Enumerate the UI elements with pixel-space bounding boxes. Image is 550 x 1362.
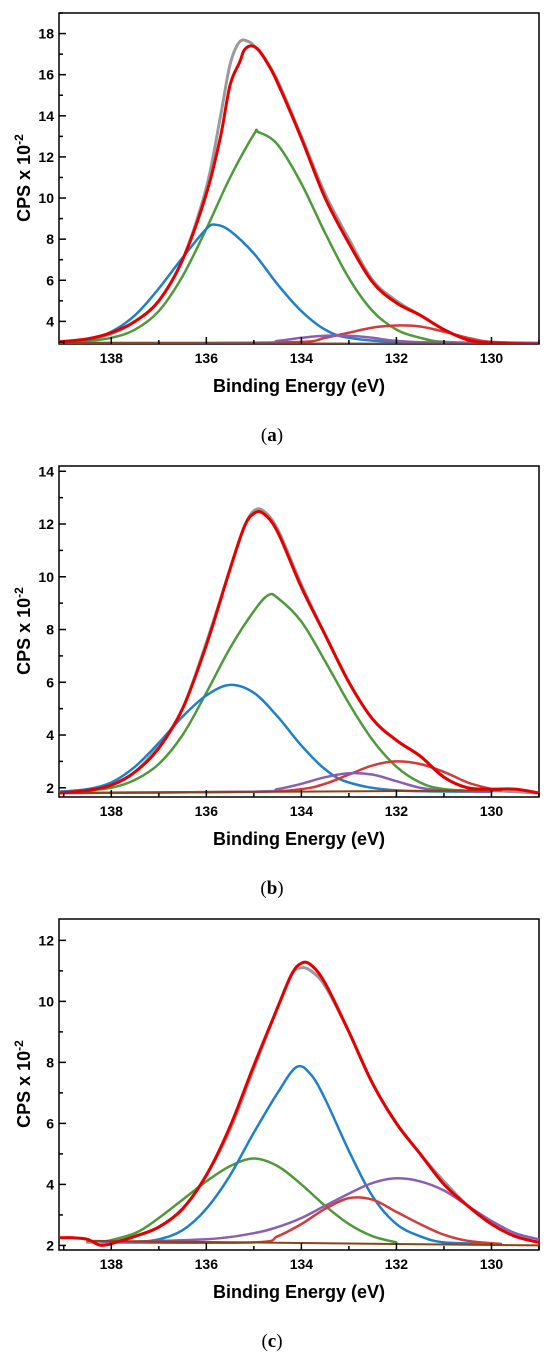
- y-axis-title: CPS x 10-2: [12, 1040, 34, 1128]
- series-line: [59, 223, 539, 344]
- series-line: [59, 592, 493, 793]
- x-tick-label: 138: [100, 803, 124, 819]
- series-line: [59, 507, 539, 795]
- series-line: [100, 1157, 398, 1244]
- x-tick-label: 138: [100, 1256, 124, 1272]
- series-line: [59, 683, 493, 793]
- series-lines: [59, 38, 539, 344]
- y-tick-label: 10: [38, 190, 54, 206]
- x-tick-label: 134: [290, 1256, 314, 1272]
- x-axis-title: Binding Energy (eV): [213, 829, 385, 849]
- y-tick-label: 10: [38, 569, 54, 585]
- y-ticks: 2 4 6 8 10 12 14: [38, 463, 66, 796]
- series-line: [133, 1064, 493, 1246]
- y-ticks: 2 4 6 8 10 12: [38, 932, 66, 1253]
- x-tick-label: 136: [195, 803, 219, 819]
- y-tick-label: 10: [38, 993, 54, 1009]
- x-tick-label: 134: [290, 350, 314, 366]
- series-line: [59, 960, 539, 1247]
- series-line: [59, 44, 539, 344]
- chart-panel-c: Binding Energy (eV) CPS x 10-2 (c) 13013…: [12, 918, 540, 1352]
- x-tick-label: 130: [480, 803, 504, 819]
- series-line: [110, 1196, 503, 1246]
- y-tick-label: 4: [46, 313, 54, 329]
- plot-frame: [58, 465, 540, 798]
- x-tick-label: 132: [385, 1256, 409, 1272]
- plot-area: [59, 507, 539, 795]
- y-tick-label: 12: [38, 149, 54, 165]
- x-axis-title: Binding Energy (eV): [213, 376, 385, 396]
- x-tick-label: 134: [290, 803, 314, 819]
- series-line: [59, 128, 539, 344]
- x-tick-label: 136: [195, 1256, 219, 1272]
- x-tick-label: 132: [385, 350, 409, 366]
- x-ticks: 130 132 134 136 138: [63, 790, 540, 819]
- y-tick-label: 12: [38, 516, 54, 532]
- y-tick-label: 12: [38, 932, 54, 948]
- panel-label: (a): [261, 425, 283, 446]
- series-lines: [59, 960, 539, 1247]
- y-tick-label: 4: [46, 1176, 54, 1192]
- series-line: [86, 1239, 539, 1247]
- plot-frame: [58, 918, 540, 1251]
- x-tick-label: 136: [195, 350, 219, 366]
- x-tick-label: 132: [385, 803, 409, 819]
- x-ticks: 130 132 134 136 138: [63, 337, 540, 366]
- series-line: [59, 342, 539, 344]
- y-ticks: 4 6 8 10 12 14 16 18: [38, 12, 66, 343]
- y-tick-label: 4: [46, 727, 54, 743]
- panel-label: (b): [260, 878, 283, 899]
- y-tick-label: 6: [46, 674, 54, 690]
- series-line: [59, 789, 502, 794]
- plot-area: [59, 38, 539, 344]
- series-line: [86, 966, 539, 1244]
- y-tick-label: 8: [46, 622, 54, 638]
- y-axis-title: CPS x 10-2: [12, 587, 34, 675]
- y-tick-label: 16: [38, 67, 54, 83]
- y-tick-label: 8: [46, 231, 54, 247]
- series-line: [100, 1177, 539, 1244]
- y-axis-title-exponent: -2: [12, 1040, 26, 1051]
- y-tick-label: 6: [46, 272, 54, 288]
- x-tick-label: 130: [480, 1256, 504, 1272]
- y-axis-title: CPS x 10-2: [12, 134, 34, 222]
- x-ticks: 130 132 134 136 138: [63, 1243, 540, 1272]
- y-tick-label: 2: [46, 780, 54, 796]
- y-axis-title-exponent: -2: [12, 134, 26, 145]
- series-line: [59, 510, 539, 795]
- chart-panel-b: Binding Energy (eV) CPS x 10-2 (b) 13013…: [12, 463, 540, 899]
- series-line: [59, 38, 539, 344]
- y-tick-label: 14: [38, 463, 54, 479]
- y-tick-label: 6: [46, 1115, 54, 1131]
- y-axis-title-exponent: -2: [12, 587, 26, 598]
- y-tick-label: 2: [46, 1237, 54, 1253]
- x-tick-label: 138: [100, 350, 124, 366]
- y-tick-label: 14: [38, 108, 54, 124]
- plot-area: [59, 960, 539, 1247]
- series-lines: [59, 507, 539, 795]
- y-tick-label: 18: [38, 26, 54, 42]
- x-tick-label: 130: [480, 350, 504, 366]
- panel-label: (c): [261, 1331, 282, 1352]
- x-axis-title: Binding Energy (eV): [213, 1282, 385, 1302]
- chart-panel-a: Binding Energy (eV) CPS x 10-2 (a) 13013…: [12, 12, 540, 446]
- y-tick-label: 8: [46, 1054, 54, 1070]
